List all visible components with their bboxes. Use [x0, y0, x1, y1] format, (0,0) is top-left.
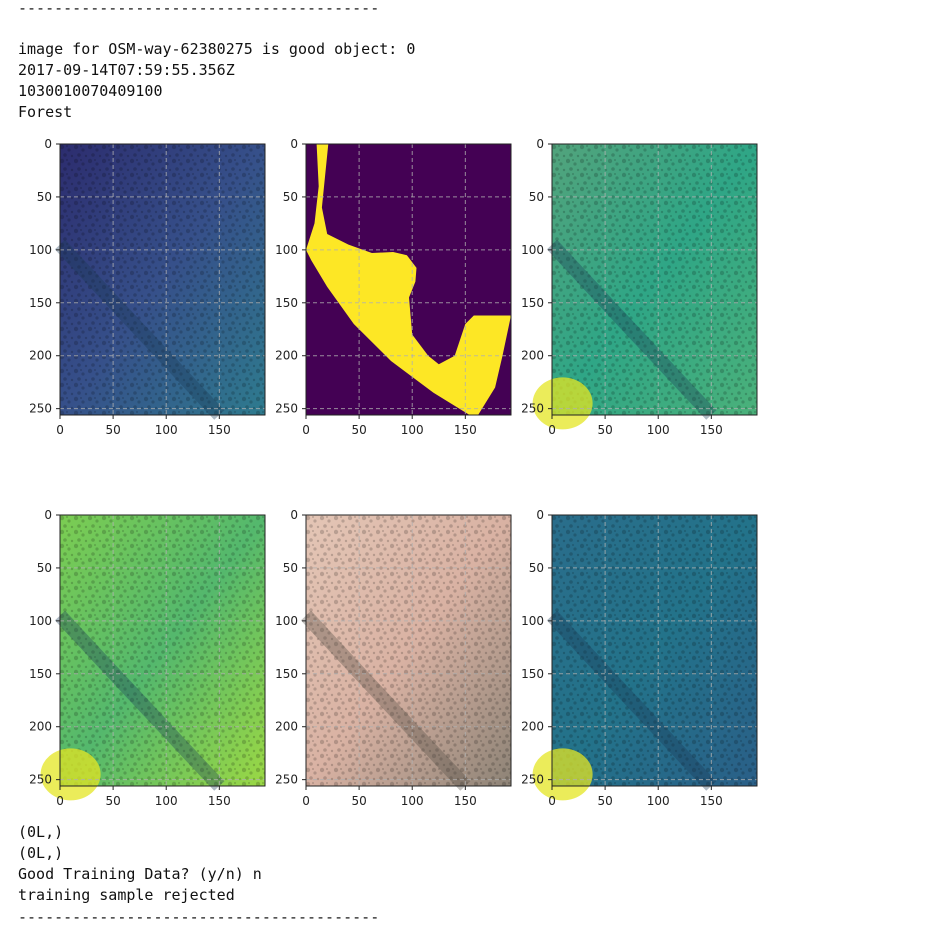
forest-band [546, 239, 717, 420]
y-tick-label: 50 [529, 190, 544, 204]
x-tick-label: 0 [56, 423, 64, 437]
separator-top: ---------------------------------------- [18, 0, 380, 17]
y-tick-label: 100 [29, 614, 52, 628]
y-tick-label: 200 [29, 349, 52, 363]
y-tick-label: 150 [521, 667, 544, 681]
axes-frame [305, 143, 512, 416]
x-tick-label: 100 [647, 423, 670, 437]
panel-teal-channel: 0 50 100 150 0 50 100 150 200 250 [521, 508, 758, 808]
x-tick-label: 0 [302, 423, 310, 437]
y-tick-label: 150 [29, 296, 52, 310]
y-tick-label: 200 [521, 720, 544, 734]
y-tick-label: 50 [37, 190, 52, 204]
y-tick-label: 250 [29, 773, 52, 787]
x-tick-label: 150 [208, 423, 231, 437]
bright-corner [532, 748, 593, 801]
x-tick-label: 150 [208, 794, 231, 808]
y-tick-label: 100 [275, 243, 298, 257]
y-tick-label: 200 [521, 349, 544, 363]
forest-band [546, 610, 717, 791]
x-tick-label: 100 [155, 423, 178, 437]
output-line-1: (0L,) [18, 823, 64, 841]
axes-frame [551, 143, 758, 416]
x-tick-label: 0 [548, 423, 556, 437]
y-tick-label: 150 [521, 296, 544, 310]
x-tick-label: 100 [155, 794, 178, 808]
rejection-line: training sample rejected [18, 886, 235, 904]
y-tick-label: 250 [275, 773, 298, 787]
output-line-2: (0L,) [18, 844, 64, 862]
x-tick-label: 0 [302, 794, 310, 808]
x-tick-label: 150 [700, 423, 723, 437]
mask-region [306, 144, 511, 415]
x-tick-label: 50 [105, 423, 120, 437]
y-tick-label: 0 [536, 137, 544, 151]
x-tick-label: 50 [351, 423, 366, 437]
y-tick-label: 0 [44, 137, 52, 151]
image-texture [306, 515, 511, 786]
panel-rgb: 0 50 100 150 0 50 100 150 200 250 [275, 508, 512, 808]
x-tick-label: 150 [454, 423, 477, 437]
x-tick-label: 0 [56, 794, 64, 808]
panel-bright-channel: 0 50 100 150 0 50 100 150 200 250 [29, 508, 266, 808]
forest-band [300, 610, 471, 791]
x-tick-label: 50 [105, 794, 120, 808]
prompt-response-line: Good Training Data? (y/n) n [18, 865, 262, 883]
y-tick-label: 50 [37, 561, 52, 575]
class-label-line: Forest [18, 103, 73, 121]
forest-band [54, 239, 225, 420]
x-tick-label: 100 [401, 794, 424, 808]
y-tick-label: 0 [290, 137, 298, 151]
image-texture [60, 144, 265, 415]
y-tick-label: 200 [29, 720, 52, 734]
image-texture [552, 144, 757, 415]
image-texture [60, 515, 265, 786]
y-tick-label: 50 [283, 561, 298, 575]
panel-green-channel: 0 50 100 150 0 50 100 150 200 250 [521, 137, 758, 437]
y-tick-label: 250 [29, 402, 52, 416]
bright-corner [532, 377, 593, 430]
x-tick-label: 0 [548, 794, 556, 808]
y-tick-label: 50 [283, 190, 298, 204]
y-tick-label: 250 [275, 402, 298, 416]
x-tick-label: 50 [597, 794, 612, 808]
y-tick-label: 100 [521, 243, 544, 257]
y-tick-label: 250 [521, 773, 544, 787]
x-tick-label: 150 [454, 794, 477, 808]
y-tick-label: 150 [275, 296, 298, 310]
y-tick-label: 0 [44, 508, 52, 522]
y-tick-label: 0 [536, 508, 544, 522]
y-tick-label: 0 [290, 508, 298, 522]
y-tick-label: 100 [521, 614, 544, 628]
image-texture [552, 515, 757, 786]
timestamp-line: 2017-09-14T07:59:55.356Z [18, 61, 235, 79]
y-tick-label: 100 [275, 614, 298, 628]
panel-mask: 0 50 100 150 0 50 100 150 200 250 [275, 137, 512, 437]
separator-bottom: ---------------------------------------- [18, 908, 380, 926]
axes-frame [59, 514, 266, 787]
object-status-line: image for OSM-way-62380275 is good objec… [18, 40, 416, 58]
y-tick-label: 150 [275, 667, 298, 681]
x-tick-label: 100 [647, 794, 670, 808]
x-tick-label: 100 [401, 423, 424, 437]
axes-frame [59, 143, 266, 416]
y-tick-label: 150 [29, 667, 52, 681]
x-tick-label: 150 [700, 794, 723, 808]
axes-frame [551, 514, 758, 787]
x-tick-label: 50 [597, 423, 612, 437]
forest-band [54, 610, 225, 791]
y-tick-label: 100 [29, 243, 52, 257]
x-tick-label: 50 [351, 794, 366, 808]
axes-frame [305, 514, 512, 787]
y-tick-label: 200 [275, 720, 298, 734]
y-tick-label: 200 [275, 349, 298, 363]
bright-corner [40, 748, 101, 801]
y-tick-label: 250 [521, 402, 544, 416]
panel-blue-channel: 0 50 100 150 0 50 100 150 200 250 [29, 137, 266, 437]
y-tick-label: 50 [529, 561, 544, 575]
catalog-id-line: 1030010070409100 [18, 82, 163, 100]
